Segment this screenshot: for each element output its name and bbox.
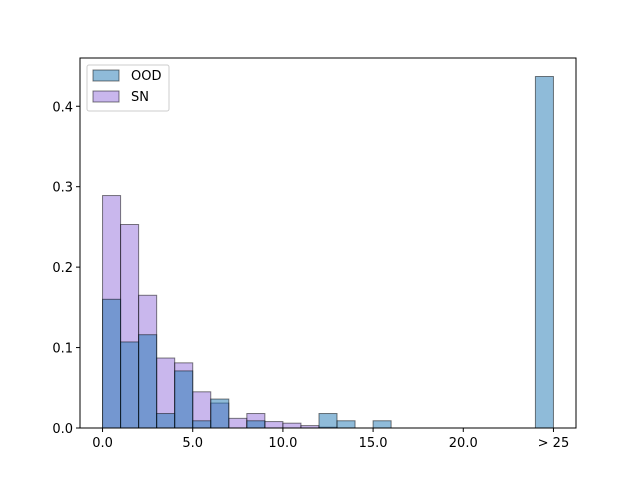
bars-group — [102, 76, 554, 429]
bar-ood-1 — [120, 341, 140, 429]
x-tick-label: > 25 — [538, 436, 570, 451]
legend-label-ood: OOD — [131, 69, 161, 84]
legend-label-sn: SN — [131, 90, 149, 105]
bar-ood-8 — [246, 420, 266, 429]
bar-ood-0 — [102, 298, 122, 429]
legend: OOD SN — [86, 64, 170, 112]
x-tick-label: 15.0 — [359, 436, 388, 451]
x-tick-label: 20.0 — [449, 436, 478, 451]
bar-ood-5 — [192, 420, 212, 429]
x-tick-label: 0.0 — [92, 436, 113, 451]
legend-swatch-sn — [92, 90, 120, 103]
bar-ood-12 — [318, 413, 338, 429]
bar-ood-3 — [156, 413, 176, 429]
y-tick-label: 0.3 — [52, 181, 73, 196]
bar-sn-9 — [264, 421, 284, 429]
bar-sn-10 — [282, 422, 302, 429]
y-tick-label: 0.4 — [52, 100, 73, 115]
bar-ood-13 — [336, 420, 356, 429]
y-axis: 0.0 0.1 0.2 0.3 0.4 — [52, 100, 80, 437]
axes-frame — [79, 57, 577, 429]
y-tick-label: 0.1 — [52, 342, 73, 357]
y-tick-label: 0.2 — [52, 261, 73, 276]
y-tick-label: 0.0 — [52, 422, 73, 437]
bar-ood-6 — [210, 398, 230, 429]
legend-swatch-ood — [92, 69, 120, 82]
bar-ood-2 — [138, 334, 158, 429]
x-tick-label: 10.0 — [268, 436, 297, 451]
bar-ood-15 — [372, 420, 392, 429]
x-tick-label: 5.0 — [182, 436, 203, 451]
bar-ood-16 — [534, 76, 554, 429]
bar-ood-4 — [174, 370, 194, 429]
x-axis: 0.0 5.0 10.0 15.0 20.0 > 25 — [92, 428, 569, 451]
bar-sn-7 — [228, 417, 248, 429]
